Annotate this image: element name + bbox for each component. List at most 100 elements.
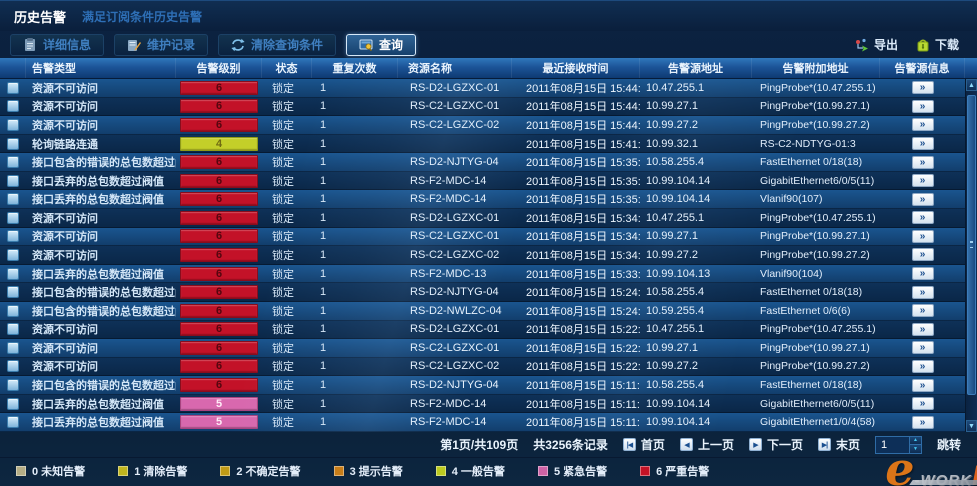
alarm-source-info-button[interactable]: » bbox=[911, 304, 934, 318]
table-row[interactable]: 接口丢弃的总包数超过阀值 5 锁定 1 RS-F2-MDC-14 2011年08… bbox=[0, 413, 965, 432]
prev-page-button[interactable]: ◀ 上一页 bbox=[679, 436, 734, 453]
table-row[interactable]: 资源不可访问 6 锁定 1 RS-D2-LGZXC-01 2011年08月15日… bbox=[0, 79, 965, 98]
col-header-source-info[interactable]: 告警源信息 bbox=[880, 58, 965, 78]
query-button[interactable]: 查询 bbox=[346, 33, 417, 56]
export-button[interactable]: 导出 bbox=[855, 36, 898, 53]
download-button[interactable]: 下载 bbox=[916, 36, 959, 53]
received-time-cell: 2011年08月15日 15:22:30 bbox=[526, 361, 640, 374]
alarm-level-badge: 6 bbox=[180, 229, 258, 244]
col-header-alarm-type[interactable]: 告警类型 bbox=[26, 58, 176, 78]
alarm-type-cell: 轮询链路连通 bbox=[32, 138, 98, 151]
table-row[interactable]: 资源不可访问 6 锁定 1 RS-C2-LGZXC-01 2011年08月15日… bbox=[0, 339, 965, 358]
alarm-source-info-button[interactable]: » bbox=[911, 341, 934, 355]
alarm-source-info-button[interactable]: » bbox=[911, 118, 934, 132]
table-row[interactable]: 接口包含的错误的总包数超过阀值 6 锁定 1 RS-D2-NJTYG-04 20… bbox=[0, 153, 965, 172]
alarm-source-info-button[interactable]: » bbox=[911, 248, 934, 262]
row-checkbox[interactable] bbox=[7, 156, 19, 169]
legend-item: 6 严重告警 bbox=[640, 463, 709, 479]
source-address-cell: 10.58.255.4 bbox=[646, 156, 705, 169]
row-checkbox[interactable] bbox=[7, 416, 19, 429]
page-subtitle-link[interactable]: 满足订阅条件历史告警 bbox=[82, 9, 203, 24]
clear-query-button[interactable]: 清除查询条件 bbox=[218, 33, 337, 56]
row-checkbox[interactable] bbox=[7, 323, 19, 336]
stepper-up-icon[interactable]: ▲ bbox=[909, 436, 921, 444]
source-address-cell: 10.58.255.4 bbox=[646, 379, 705, 392]
severity-legend: 0 未知告警 1 清除告警 2 不确定告警 3 提示告警 4 一般告警 5 紧急… bbox=[0, 457, 977, 486]
alarm-source-info-button[interactable]: » bbox=[911, 174, 934, 188]
row-checkbox[interactable] bbox=[7, 341, 19, 354]
row-checkbox[interactable] bbox=[7, 267, 19, 280]
alarm-source-info-button[interactable]: » bbox=[911, 285, 934, 299]
row-checkbox[interactable] bbox=[7, 174, 19, 187]
scroll-up-arrow-icon[interactable]: ▲ bbox=[966, 79, 977, 91]
details-button[interactable]: 详细信息 bbox=[10, 33, 105, 56]
table-row[interactable]: 资源不可访问 6 锁定 1 RS-C2-LGZXC-01 2011年08月15日… bbox=[0, 227, 965, 247]
table-row[interactable]: 资源不可访问 6 锁定 1 RS-C2-LGZXC-02 2011年08月15日… bbox=[0, 246, 965, 265]
scrollbar-thumb[interactable] bbox=[967, 95, 976, 395]
row-checkbox[interactable] bbox=[7, 193, 19, 206]
col-header-repeat-count[interactable]: 重复次数 bbox=[312, 58, 398, 78]
status-cell: 锁定 bbox=[272, 138, 294, 151]
row-checkbox-cell bbox=[0, 321, 26, 339]
first-page-button[interactable]: |◀ 首页 bbox=[622, 436, 665, 453]
table-row[interactable]: 接口丢弃的总包数超过阀值 6 锁定 1 RS-F2-MDC-14 2011年08… bbox=[0, 190, 965, 210]
table-row[interactable]: 接口包含的错误的总包数超过阀值 6 锁定 1 RS-D2-NWLZC-04 20… bbox=[0, 301, 965, 321]
table-row[interactable]: 接口包含的错误的总包数超过阀值 6 锁定 1 RS-D2-NJTYG-04 20… bbox=[0, 283, 965, 302]
source-address-cell: 10.99.104.14 bbox=[646, 416, 711, 429]
alarm-source-info-button[interactable]: » bbox=[911, 229, 934, 243]
maintenance-record-button[interactable]: 维护记录 bbox=[114, 33, 209, 56]
col-header-status[interactable]: 状态 bbox=[262, 58, 312, 78]
alarm-source-info-button[interactable]: » bbox=[911, 322, 934, 336]
table-row[interactable]: 接口丢弃的总包数超过阀值 5 锁定 1 RS-F2-MDC-14 2011年08… bbox=[0, 394, 965, 414]
row-checkbox[interactable] bbox=[7, 81, 19, 94]
col-header-received-time[interactable]: 最近接收时间 bbox=[512, 58, 640, 78]
table-row[interactable]: 资源不可访问 6 锁定 1 RS-D2-LGZXC-01 2011年08月15日… bbox=[0, 320, 965, 340]
row-checkbox-cell bbox=[0, 228, 26, 246]
table-row[interactable]: 资源不可访问 6 锁定 1 RS-D2-LGZXC-01 2011年08月15日… bbox=[0, 209, 965, 228]
alarm-source-info-button[interactable]: » bbox=[911, 359, 934, 373]
status-cell: 锁定 bbox=[272, 212, 294, 225]
row-checkbox[interactable] bbox=[7, 100, 19, 113]
page-number-input[interactable] bbox=[874, 435, 909, 454]
row-checkbox[interactable] bbox=[7, 211, 19, 224]
row-checkbox[interactable] bbox=[7, 360, 19, 373]
row-checkbox[interactable] bbox=[7, 118, 19, 131]
row-checkbox[interactable] bbox=[7, 230, 19, 243]
alarm-source-info-button[interactable]: » bbox=[911, 378, 934, 392]
next-page-button[interactable]: ▶ 下一页 bbox=[748, 436, 803, 453]
col-header-source-address[interactable]: 告警源地址 bbox=[640, 58, 752, 78]
vertical-scrollbar[interactable]: ▲ ▼ bbox=[965, 79, 977, 432]
table-row[interactable]: 接口丢弃的总包数超过阀值 6 锁定 1 RS-F2-MDC-14 2011年08… bbox=[0, 171, 965, 191]
row-checkbox[interactable] bbox=[7, 397, 19, 410]
table-row[interactable]: 资源不可访问 6 锁定 1 RS-C2-LGZXC-02 2011年08月15日… bbox=[0, 357, 965, 377]
row-checkbox[interactable] bbox=[7, 304, 19, 317]
alarm-source-info-button[interactable]: » bbox=[911, 415, 934, 429]
alarm-source-info-button[interactable]: » bbox=[911, 397, 934, 411]
table-row[interactable]: 接口包含的错误的总包数超过阀值 6 锁定 1 RS-D2-NJTYG-04 20… bbox=[0, 376, 965, 395]
jump-button[interactable]: 跳转 bbox=[936, 438, 961, 452]
row-checkbox[interactable] bbox=[7, 248, 19, 261]
alarm-source-info-button[interactable]: » bbox=[911, 155, 934, 169]
alarm-source-info-button[interactable]: » bbox=[911, 137, 934, 151]
alarm-type-cell: 接口包含的错误的总包数超过阀值 bbox=[32, 157, 176, 170]
col-header-resource-name[interactable]: 资源名称 bbox=[398, 58, 512, 78]
alarm-source-info-button[interactable]: » bbox=[911, 99, 934, 113]
table-row[interactable]: 轮询链路连通 4 锁定 1 2011年08月15日 15:41:33 10.99… bbox=[0, 134, 965, 154]
scrollbar-track[interactable] bbox=[966, 91, 977, 420]
table-row[interactable]: 资源不可访问 6 锁定 1 RS-C2-LGZXC-02 2011年08月15日… bbox=[0, 116, 965, 135]
scroll-down-arrow-icon[interactable]: ▼ bbox=[966, 420, 977, 432]
stepper-down-icon[interactable]: ▼ bbox=[909, 444, 921, 453]
col-header-alarm-level[interactable]: 告警级别 bbox=[176, 58, 262, 78]
alarm-source-info-button[interactable]: » bbox=[911, 267, 934, 281]
table-row[interactable]: 资源不可访问 6 锁定 1 RS-C2-LGZXC-01 2011年08月15日… bbox=[0, 97, 965, 117]
alarm-source-info-button[interactable]: » bbox=[911, 192, 934, 206]
row-checkbox[interactable] bbox=[7, 286, 19, 299]
table-row[interactable]: 接口丢弃的总包数超过阀值 6 锁定 1 RS-F2-MDC-13 2011年08… bbox=[0, 264, 965, 284]
alarm-source-info-button[interactable]: » bbox=[911, 81, 934, 95]
row-checkbox[interactable] bbox=[7, 379, 19, 392]
clear-query-icon bbox=[231, 38, 245, 52]
alarm-source-info-button[interactable]: » bbox=[911, 211, 934, 225]
last-page-button[interactable]: ▶| 末页 bbox=[817, 436, 860, 453]
col-header-extra-address[interactable]: 告警附加地址 bbox=[752, 58, 880, 78]
row-checkbox[interactable] bbox=[7, 137, 19, 150]
